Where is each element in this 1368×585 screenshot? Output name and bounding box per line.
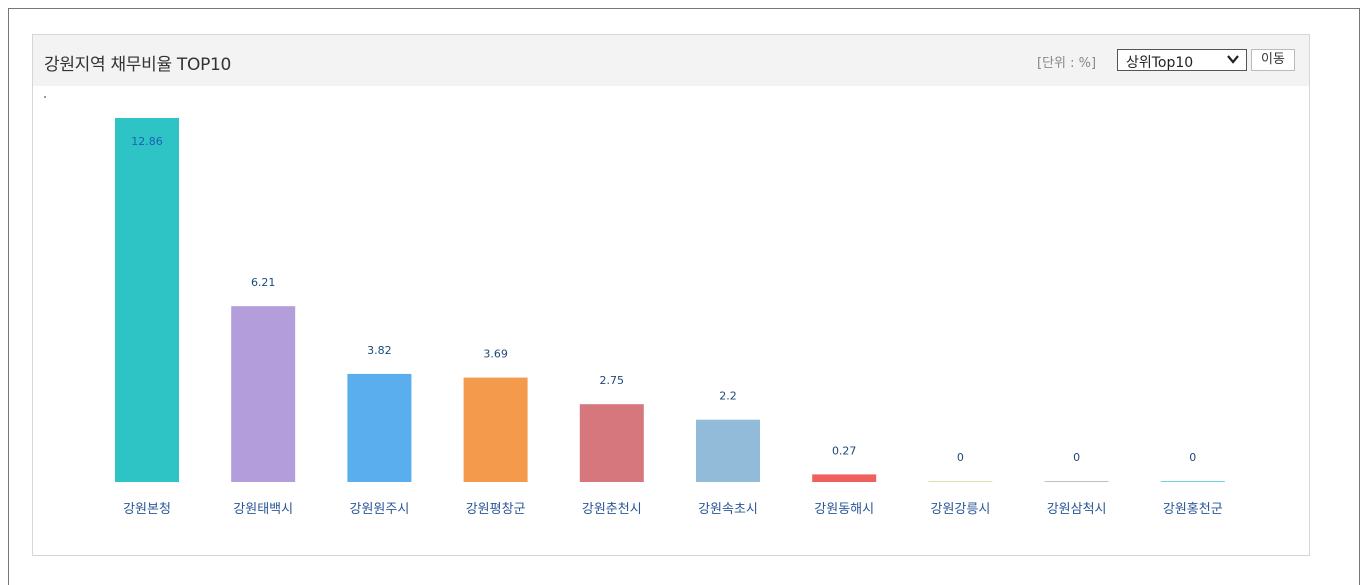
bar-2[interactable] xyxy=(347,373,412,482)
unit-label: [단위 : %] xyxy=(1037,56,1097,71)
bar-value-label: 0 xyxy=(957,451,964,464)
go-button[interactable]: 이동 xyxy=(1251,49,1295,71)
bar-9[interactable] xyxy=(1160,481,1225,482)
bar-0[interactable] xyxy=(115,118,179,482)
chevron-down-icon xyxy=(1226,52,1240,70)
bar-6[interactable] xyxy=(812,474,877,482)
rank-select-value: 상위Top10 xyxy=(1126,55,1194,71)
bar-5[interactable] xyxy=(696,419,760,482)
bar-7[interactable] xyxy=(928,481,993,482)
page-frame xyxy=(8,8,1360,585)
bar-1[interactable] xyxy=(231,306,296,482)
category-label: 강원평창군 xyxy=(466,502,526,517)
panel-header: 강원지역 채무비율 TOP10 [단위 : %] 상위Top10 이동 xyxy=(33,35,1309,86)
category-label: 강원춘천시 xyxy=(582,502,642,517)
bar-value-label: 0.27 xyxy=(832,444,857,457)
category-label: 강원속초시 xyxy=(698,502,758,517)
panel-title: 강원지역 채무비율 TOP10 xyxy=(44,55,232,75)
bar-value-label: 2.75 xyxy=(600,374,625,387)
category-label: 강원홍천군 xyxy=(1163,502,1223,517)
category-label: 강원동해시 xyxy=(814,502,874,517)
category-label: 강원태백시 xyxy=(233,502,293,517)
bar-4[interactable] xyxy=(579,404,644,482)
decorative-dot xyxy=(44,96,46,98)
category-label: 강원본청 xyxy=(123,502,171,517)
bar-value-label: 3.69 xyxy=(483,348,508,361)
bar-value-label: 0 xyxy=(1073,451,1080,464)
bar-3[interactable] xyxy=(463,377,528,482)
bar-value-label: 6.21 xyxy=(251,276,276,289)
rank-select[interactable]: 상위Top10 xyxy=(1117,49,1247,71)
bar-value-label: 12.86 xyxy=(131,135,163,148)
category-label: 강원삼척시 xyxy=(1047,502,1107,517)
bar-8[interactable] xyxy=(1044,481,1109,482)
bar-value-label: 3.82 xyxy=(367,344,392,357)
bar-value-label: 0 xyxy=(1189,451,1196,464)
bar-value-label: 2.2 xyxy=(719,390,737,403)
category-label: 강원원주시 xyxy=(349,502,409,517)
category-label: 강원강릉시 xyxy=(930,502,990,517)
